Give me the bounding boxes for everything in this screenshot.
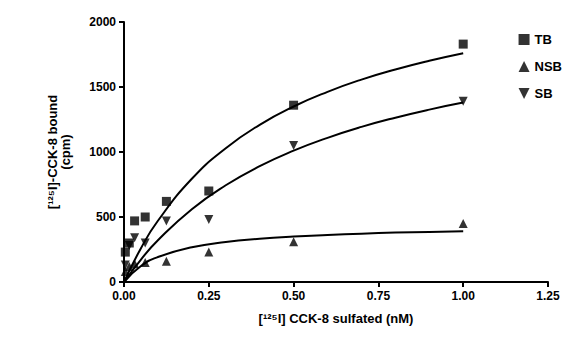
svg-text:NSB: NSB xyxy=(535,59,562,74)
svg-text:2000: 2000 xyxy=(89,15,116,29)
svg-text:500: 500 xyxy=(96,210,116,224)
svg-text:TB: TB xyxy=(535,32,552,47)
svg-text:[¹²⁵I]-CCK-8 bound: [¹²⁵I]-CCK-8 bound xyxy=(45,94,60,210)
svg-text:1500: 1500 xyxy=(89,80,116,94)
svg-text:(cpm): (cpm) xyxy=(58,134,73,169)
svg-text:[¹²⁵I] CCK-8 sulfated (nM): [¹²⁵I] CCK-8 sulfated (nM) xyxy=(259,311,414,326)
svg-text:0.25: 0.25 xyxy=(197,289,221,303)
svg-text:1.25: 1.25 xyxy=(536,289,560,303)
svg-text:1.00: 1.00 xyxy=(452,289,476,303)
svg-text:0: 0 xyxy=(109,275,116,289)
svg-text:SB: SB xyxy=(535,86,553,101)
svg-text:0.50: 0.50 xyxy=(282,289,306,303)
svg-text:0.75: 0.75 xyxy=(367,289,391,303)
svg-text:1000: 1000 xyxy=(89,145,116,159)
svg-text:0.00: 0.00 xyxy=(112,289,136,303)
